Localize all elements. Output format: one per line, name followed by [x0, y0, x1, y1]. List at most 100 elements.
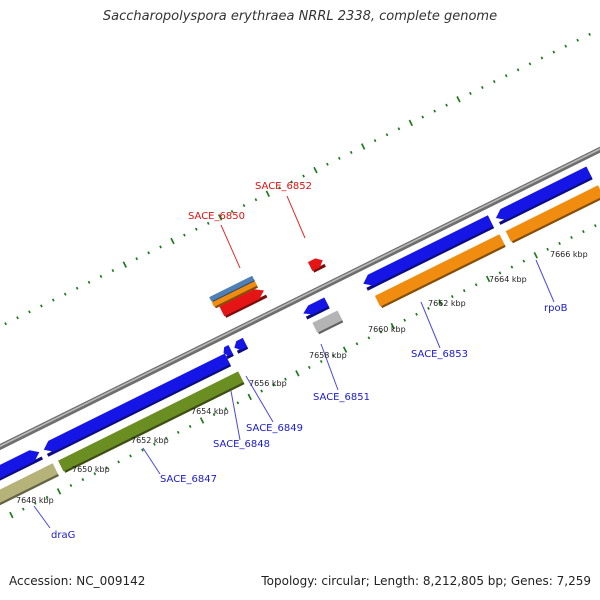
outer-tick-mark [302, 174, 305, 178]
green-feature-long [58, 371, 244, 472]
gene-label: SACE_6850 [188, 211, 245, 222]
outer-tick-mark [516, 68, 520, 72]
inner-tick-mark [593, 224, 597, 228]
orange-feature-right-a-shadow [380, 244, 506, 309]
outer-tick-mark [99, 274, 103, 278]
gene-label: SACE_6849 [246, 423, 303, 434]
inner-tick-mark [427, 306, 430, 310]
inner-tick-mark [33, 501, 37, 505]
blue-cds-right-a [363, 215, 494, 286]
orange-feature-right-b [505, 185, 600, 242]
inner-tick-mark [546, 247, 550, 251]
inner-tick-mark [69, 483, 73, 488]
inner-tick-mark [450, 295, 454, 299]
gene-label: draG [51, 530, 75, 541]
outer-tick-mark [445, 103, 448, 107]
genome-backbone-highlight [0, 148, 600, 448]
outer-tick-mark [265, 190, 271, 198]
inner-tick-mark [284, 377, 287, 381]
outer-tick-mark [469, 91, 472, 95]
scale-label: 7658 kbp [309, 351, 347, 360]
accession-text: Accession: NC_009142 [9, 574, 146, 588]
outer-tick-mark [135, 257, 139, 261]
outer-tick-mark [564, 44, 568, 48]
reverse-stack-blue [209, 275, 255, 302]
blue-cds-right-a-shadow [366, 225, 495, 291]
blue-cds-small-a [223, 345, 233, 357]
outer-tick-mark [504, 74, 508, 78]
outer-tick-mark [528, 62, 532, 66]
outer-tick-mark [385, 133, 389, 137]
gene-label: SACE_6851 [313, 392, 370, 403]
outer-tick-mark [194, 227, 198, 231]
gene-label-leader [220, 224, 241, 269]
inner-tick-mark [295, 370, 300, 377]
inner-tick-mark [533, 251, 538, 259]
outer-tick-mark [51, 298, 55, 302]
outer-tick-mark [492, 80, 496, 84]
scale-label: 7652 kbp [131, 436, 169, 445]
inner-tick-mark [510, 265, 514, 269]
scale-label: 7660 kbp [368, 325, 406, 334]
gene-label: rpoB [544, 303, 568, 314]
outer-tick-mark [313, 166, 318, 174]
reverse-stack-orange [211, 281, 258, 307]
inner-tick-mark [176, 430, 180, 434]
inner-tick-mark [21, 507, 25, 511]
gene-label: SACE_6853 [411, 349, 468, 360]
inner-tick-mark [224, 407, 228, 411]
outer-tick-mark [242, 204, 246, 208]
gene-label-leader [535, 259, 555, 303]
outer-tick-mark [588, 32, 591, 36]
outer-tick-mark [349, 150, 353, 154]
gray-feature [312, 310, 343, 333]
outer-tick-mark [147, 251, 150, 255]
blue-cds-long [43, 353, 231, 452]
inner-tick-mark [188, 424, 192, 428]
outer-tick-mark [433, 109, 437, 113]
outer-tick-mark [159, 245, 162, 249]
outer-tick-mark [480, 85, 484, 90]
outer-tick-mark [217, 214, 223, 221]
outer-tick-mark [111, 268, 115, 273]
outer-tick-mark [290, 180, 293, 184]
outer-tick-mark [337, 156, 341, 160]
inner-tick-mark [474, 283, 478, 287]
inner-tick-mark [9, 511, 14, 519]
inner-tick-mark [81, 478, 85, 482]
outer-tick-mark [122, 261, 127, 268]
inner-tick-mark [367, 336, 371, 340]
outer-tick-mark [326, 162, 329, 166]
outer-tick-mark [230, 209, 234, 214]
outer-tick-mark [63, 292, 67, 296]
blue-cds-small-b [234, 337, 248, 350]
olive-feature-left [0, 463, 58, 503]
outer-tick-mark [540, 56, 544, 60]
scale-label: 7648 kbp [16, 496, 54, 505]
inner-tick-mark [582, 230, 585, 234]
inner-tick-mark [379, 330, 383, 334]
gene-label: SACE_6848 [213, 439, 270, 450]
reverse-red-small [307, 258, 323, 271]
reverse-red-small-shadow [312, 263, 326, 273]
gene-label: SACE_6847 [160, 474, 217, 485]
inner-tick-mark [199, 417, 205, 424]
scale-label: 7662 kbp [428, 299, 466, 308]
outer-tick-mark [4, 322, 7, 326]
inner-tick-mark [570, 235, 573, 240]
outer-tick-mark [278, 186, 282, 190]
inner-tick-mark [129, 454, 132, 458]
outer-tick-mark [170, 237, 175, 245]
gene-label-leader [320, 343, 339, 391]
outer-tick-mark [456, 96, 461, 103]
gene-label-leader [245, 375, 274, 423]
inner-tick-mark [558, 241, 561, 245]
inner-tick-mark [485, 275, 491, 283]
outer-tick-mark [16, 316, 19, 320]
blue-cds-mid-shadow [305, 305, 330, 320]
blue-cds-small-a-shadow [226, 353, 234, 359]
inner-tick-mark [403, 318, 406, 322]
gene-label-leader [142, 447, 161, 475]
blue-cds-mid [303, 297, 329, 315]
